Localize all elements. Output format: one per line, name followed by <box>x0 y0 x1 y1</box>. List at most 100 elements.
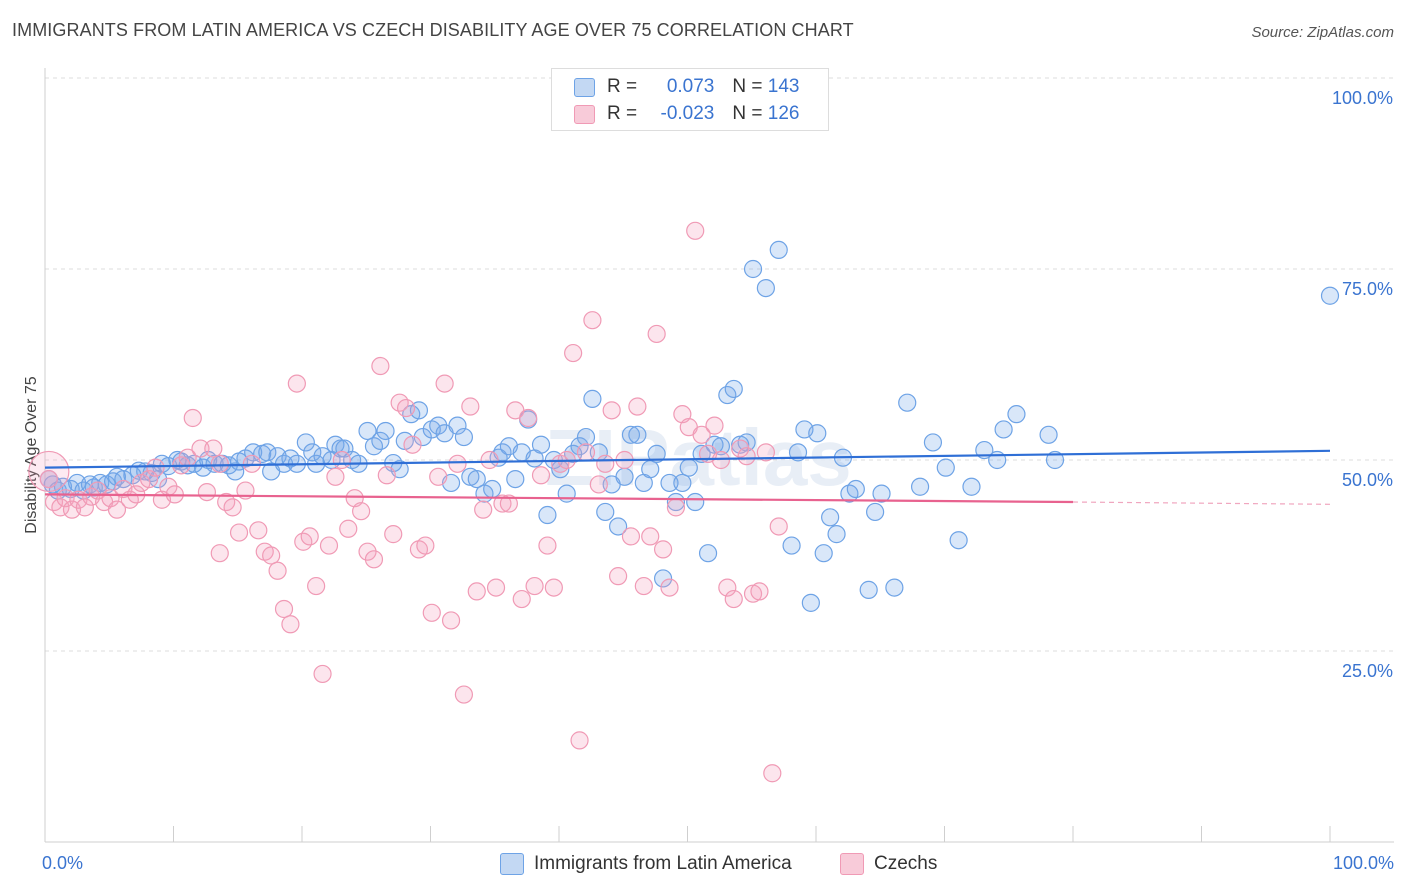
point-latin-america <box>641 460 660 479</box>
point-latin-america <box>660 473 679 493</box>
point-czechs <box>769 517 788 536</box>
trendline-czechs-extension <box>1072 501 1331 505</box>
legend-n-value-a: 143 <box>767 76 800 97</box>
point-czechs <box>332 450 351 470</box>
point-czechs <box>564 343 583 363</box>
point-czechs <box>448 454 467 473</box>
point-czechs <box>737 447 756 466</box>
point-latin-america <box>296 433 315 452</box>
point-latin-america <box>821 508 840 527</box>
point-czechs <box>197 482 217 502</box>
point-latin-america <box>647 444 666 463</box>
point-latin-america <box>724 379 743 399</box>
point-latin-america <box>1045 450 1065 470</box>
point-latin-america <box>583 389 602 408</box>
point-czechs <box>666 498 686 517</box>
point-czechs <box>544 578 563 597</box>
point-czechs <box>454 685 474 704</box>
point-latin-america <box>698 544 718 563</box>
point-czechs <box>39 470 58 489</box>
point-latin-america <box>673 473 692 493</box>
point-latin-america <box>808 424 827 443</box>
point-latin-america <box>114 470 133 489</box>
point-czechs <box>519 408 538 428</box>
point-czechs <box>313 664 332 684</box>
point-czechs <box>339 519 358 538</box>
point-latin-america <box>358 421 377 441</box>
legend-n-label: N = <box>732 103 768 124</box>
point-czechs <box>307 576 326 596</box>
chart-title: IMMIGRANTS FROM LATIN AMERICA VS CZECH D… <box>12 20 854 40</box>
legend-r-value-a: 0.073 <box>666 76 715 97</box>
point-czechs <box>403 435 422 454</box>
point-czechs <box>609 567 628 586</box>
point-czechs <box>589 475 608 494</box>
point-latin-america <box>621 425 641 444</box>
point-czechs <box>422 603 441 622</box>
point-czechs <box>326 467 345 486</box>
point-czechs <box>396 398 416 418</box>
point-czechs <box>724 589 743 609</box>
point-czechs <box>107 500 127 519</box>
point-latin-america <box>454 427 474 447</box>
legend-swatch-pink <box>574 104 595 124</box>
point-czechs <box>461 397 480 416</box>
point-latin-america <box>782 536 801 555</box>
bottom-legend: Immigrants from Latin America Czechs <box>0 851 1406 879</box>
point-latin-america <box>467 470 486 489</box>
legend-box: R = 0.073 N = 143 R = -0.023 N = 126 <box>551 68 829 131</box>
point-latin-america <box>679 458 698 477</box>
x-tick-label-max: 100.0% <box>1332 853 1394 873</box>
y-tick-label: 50.0% <box>1342 470 1393 490</box>
point-latin-america <box>1320 286 1340 305</box>
point-latin-america <box>429 416 448 435</box>
point-czechs <box>583 311 602 330</box>
point-latin-america <box>531 435 551 454</box>
point-czechs <box>429 467 448 486</box>
point-latin-america <box>666 492 686 512</box>
point-czechs <box>274 599 294 619</box>
point-czechs <box>686 221 705 240</box>
point-latin-america <box>756 279 775 298</box>
y-tick-label: 75.0% <box>1342 279 1393 299</box>
point-latin-america <box>226 462 245 481</box>
point-czechs <box>377 466 396 485</box>
point-czechs <box>281 615 300 634</box>
legend-r-value-b: -0.023 <box>660 103 715 124</box>
point-latin-america <box>866 502 885 522</box>
point-czechs <box>371 356 390 376</box>
point-latin-america <box>846 479 865 499</box>
point-latin-america <box>962 477 981 496</box>
bottom-legend-item-b: Czechs <box>840 853 937 875</box>
point-czechs <box>441 611 461 630</box>
point-czechs <box>319 536 339 555</box>
legend-n-value-b: 126 <box>767 103 800 124</box>
point-latin-america <box>859 580 878 599</box>
point-czechs <box>183 408 202 428</box>
bottom-legend-label-a: Immigrants from Latin America <box>534 853 792 874</box>
point-latin-america <box>788 443 808 462</box>
y-tick-label: 25.0% <box>1342 661 1393 681</box>
legend-swatch-blue <box>574 77 595 97</box>
point-latin-america <box>994 420 1013 439</box>
point-latin-america <box>801 593 820 612</box>
point-czechs <box>570 731 589 750</box>
point-czechs <box>718 578 737 597</box>
point-latin-america <box>949 531 968 550</box>
point-czechs <box>268 561 287 580</box>
point-czechs <box>486 578 506 597</box>
point-czechs <box>576 443 596 462</box>
point-czechs <box>525 576 544 596</box>
point-latin-america <box>483 479 502 499</box>
point-czechs <box>641 527 660 546</box>
point-latin-america <box>686 492 705 512</box>
point-czechs <box>660 578 679 597</box>
point-czechs <box>262 546 281 565</box>
point-latin-america <box>448 416 467 435</box>
point-czechs <box>210 454 229 473</box>
point-latin-america <box>538 505 557 525</box>
point-czechs <box>229 523 249 542</box>
x-tick-label-min: 0.0% <box>42 853 84 873</box>
point-czechs <box>358 542 377 561</box>
point-latin-america <box>615 467 634 486</box>
